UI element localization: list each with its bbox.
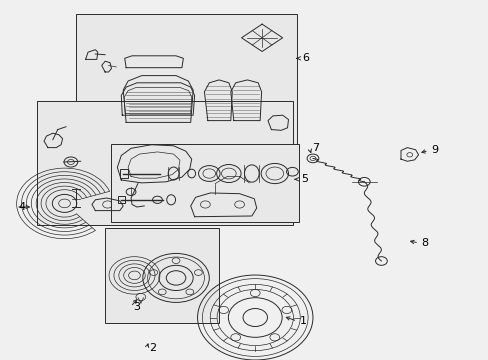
Text: 1: 1 (299, 316, 306, 326)
Text: 9: 9 (430, 145, 438, 156)
Text: 4: 4 (19, 202, 26, 212)
Text: 7: 7 (311, 143, 319, 153)
Text: 8: 8 (421, 238, 428, 248)
Text: 3: 3 (133, 302, 140, 312)
Text: 6: 6 (302, 53, 308, 63)
Bar (37, 101, 293, 225)
Text: 2: 2 (149, 343, 156, 354)
Bar (76, 14, 297, 146)
Bar (120, 169, 128, 178)
Text: 5: 5 (300, 174, 307, 184)
Bar (118, 196, 125, 203)
Bar (111, 144, 299, 222)
Bar (105, 228, 219, 323)
